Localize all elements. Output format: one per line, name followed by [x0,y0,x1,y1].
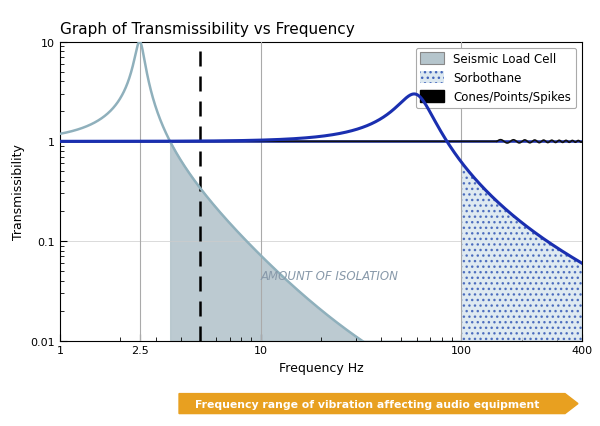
FancyArrow shape [179,394,578,414]
Y-axis label: Transmissibility: Transmissibility [12,144,25,239]
Text: Frequency range of vibration affecting audio equipment: Frequency range of vibration affecting a… [195,399,539,409]
Legend: Seismic Load Cell, Sorbothane, Cones/Points/Spikes: Seismic Load Cell, Sorbothane, Cones/Poi… [416,49,576,109]
Text: AMOUNT OF ISOLATION: AMOUNT OF ISOLATION [260,269,398,282]
Text: Graph of Transmissibility vs Frequency: Graph of Transmissibility vs Frequency [60,22,355,37]
X-axis label: Frequency Hz: Frequency Hz [278,361,364,374]
